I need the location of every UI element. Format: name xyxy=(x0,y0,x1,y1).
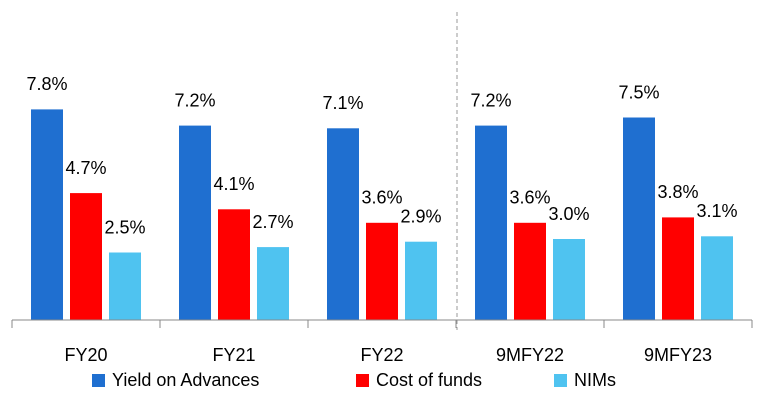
bar xyxy=(257,247,289,320)
x-tick-label: 9MFY23 xyxy=(644,345,712,365)
x-tick-label: FY22 xyxy=(360,345,403,365)
legend-label: Cost of funds xyxy=(376,370,482,390)
legend-swatch xyxy=(356,374,369,387)
value-label: 7.1% xyxy=(322,93,363,113)
value-label: 7.2% xyxy=(174,90,215,110)
value-label: 3.8% xyxy=(657,182,698,202)
bar xyxy=(662,217,694,320)
bar xyxy=(553,239,585,320)
value-label: 2.7% xyxy=(252,212,293,232)
value-label: 7.8% xyxy=(26,74,67,94)
bar xyxy=(179,125,211,320)
x-tick-label: 9MFY22 xyxy=(496,345,564,365)
value-label: 2.5% xyxy=(104,217,145,237)
x-tick-label: FY21 xyxy=(212,345,255,365)
legend-swatch xyxy=(554,374,567,387)
bar xyxy=(109,252,141,320)
bar xyxy=(701,236,733,320)
bar xyxy=(70,193,102,320)
legend-swatch xyxy=(92,374,105,387)
value-label: 3.6% xyxy=(361,188,402,208)
bar xyxy=(218,209,250,320)
value-label: 4.1% xyxy=(213,174,254,194)
x-tick-label: FY20 xyxy=(64,345,107,365)
value-label: 3.1% xyxy=(696,201,737,221)
bar xyxy=(31,109,63,321)
bar xyxy=(405,241,437,320)
bar xyxy=(366,222,398,320)
value-label: 7.2% xyxy=(470,90,511,110)
value-label: 2.9% xyxy=(400,206,441,226)
bar xyxy=(327,128,359,320)
bar xyxy=(475,125,507,320)
legend-label: Yield on Advances xyxy=(112,370,259,390)
value-label: 7.5% xyxy=(618,82,659,102)
value-label: 3.0% xyxy=(548,204,589,224)
value-label: 3.6% xyxy=(509,188,550,208)
value-label: 4.7% xyxy=(65,158,106,178)
bar xyxy=(623,117,655,320)
bar xyxy=(514,222,546,320)
legend-label: NIMs xyxy=(574,370,616,390)
